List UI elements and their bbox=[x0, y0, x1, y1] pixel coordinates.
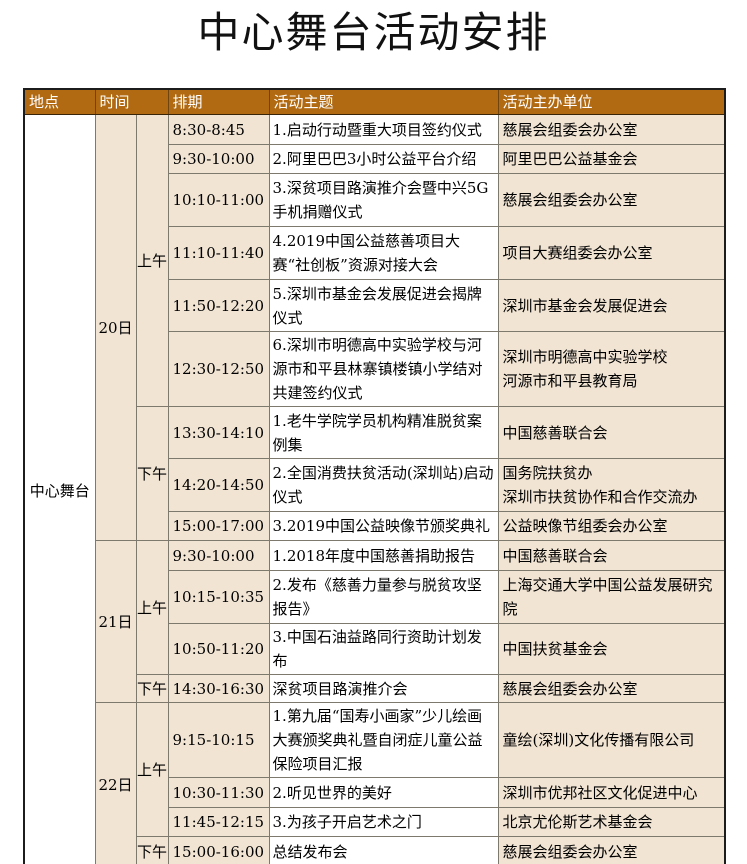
period-cell-20-am: 上午 bbox=[135, 114, 169, 407]
schedule-row: 21日 上午 9:30-10:00 1.2018年度中国慈善捐助报告 中国慈善联… bbox=[24, 540, 726, 703]
date-cell-22: 22日 bbox=[94, 702, 137, 864]
time-cell: 10:15-10:35 bbox=[167, 570, 270, 624]
theme-cell: 1.第九届“国寿小画家”少儿绘画大赛颁奖典礼暨自闭症儿童公益保险项目汇报 bbox=[268, 702, 499, 778]
organizer-cell: 中国扶贫基金会 bbox=[497, 623, 726, 675]
schedule-row: 10:15-10:35 2.发布《慈善力量参与脱贫攻坚报告》 上海交通大学中国公… bbox=[24, 570, 726, 624]
page-title: 中心舞台活动安排 bbox=[197, 8, 550, 57]
organizer-cell: 深圳市优邦社区文化促进中心 bbox=[497, 777, 726, 808]
time-cell: 11:50-12:20 bbox=[167, 279, 270, 332]
organizer-cell: 上海交通大学中国公益发展研究院 bbox=[497, 570, 726, 624]
time-cell: 10:50-11:20 bbox=[167, 623, 270, 675]
theme-cell: 3.为孩子开启艺术之门 bbox=[268, 807, 499, 837]
theme-cell: 2.发布《慈善力量参与脱贫攻坚报告》 bbox=[268, 570, 499, 624]
schedule-row: 12:30-12:50 6.深圳市明德高中实验学校与河源市和平县林寨镇楼镇小学结… bbox=[24, 331, 726, 407]
period-cell-21-am: 上午 bbox=[135, 540, 169, 675]
theme-cell: 1.启动行动暨重大项目签约仪式 bbox=[268, 114, 499, 145]
time-cell: 11:45-12:15 bbox=[167, 807, 270, 837]
time-cell: 9:30-10:00 bbox=[167, 144, 270, 174]
date-cell-21: 21日 bbox=[94, 540, 137, 703]
organizer-cell: 国务院扶贫办 深圳市扶贫协作和合作交流办 bbox=[497, 458, 726, 512]
location-cell: 中心舞台 bbox=[23, 114, 96, 864]
theme-cell: 1.2018年度中国慈善捐助报告 bbox=[268, 540, 499, 571]
organizer-cell: 阿里巴巴公益基金会 bbox=[497, 144, 726, 174]
time-cell: 15:00-16:00 bbox=[167, 836, 270, 864]
period-cell-22-am: 上午 bbox=[135, 702, 169, 837]
theme-cell: 1.老牛学院学员机构精准脱贫案例集 bbox=[268, 406, 499, 459]
organizer-cell: 中国慈善联合会 bbox=[497, 406, 726, 459]
time-cell: 11:10-11:40 bbox=[167, 226, 270, 280]
theme-cell: 6.深圳市明德高中实验学校与河源市和平县林寨镇楼镇小学结对共建签约仪式 bbox=[268, 331, 499, 407]
schedule-row: 11:45-12:15 3.为孩子开启艺术之门 北京尤伦斯艺术基金会 bbox=[24, 807, 726, 837]
schedule-row: 中心舞台 20日 上午 8:30-8:45 1.启动行动暨重大项目签约仪式 慈展… bbox=[23, 114, 726, 864]
organizer-cell: 公益映像节组委会办公室 bbox=[497, 511, 726, 541]
time-cell: 14:30-16:30 bbox=[167, 674, 270, 703]
schedule-row: 11:10-11:40 4.2019中国公益慈善项目大赛“社创板”资源对接大会 … bbox=[24, 226, 726, 280]
schedule-row: 10:50-11:20 3.中国石油益路同行资助计划发布 中国扶贫基金会 bbox=[24, 623, 726, 675]
schedule-row: 14:20-14:50 2.全国消费扶贫活动(深圳站)启动仪式 国务院扶贫办 深… bbox=[24, 458, 726, 512]
time-cell: 8:30-8:45 bbox=[167, 114, 270, 145]
schedule-row: 9:30-10:00 2.阿里巴巴3小时公益平台介绍 阿里巴巴公益基金会 bbox=[24, 144, 726, 174]
organizer-cell: 深圳市明德高中实验学校 河源市和平县教育局 bbox=[497, 331, 726, 407]
header-schedule: 排期 bbox=[167, 88, 270, 115]
organizer-cell: 童绘(深圳)文化传播有限公司 bbox=[497, 702, 726, 778]
organizer-cell: 项目大赛组委会办公室 bbox=[497, 226, 726, 280]
theme-cell: 3.深贫项目路演推介会暨中兴5G手机捐赠仪式 bbox=[268, 173, 499, 227]
time-cell: 10:10-11:00 bbox=[167, 173, 270, 227]
header-row: 地点 时间 排期 活动主题 活动主办单位 bbox=[23, 88, 726, 115]
time-cell: 14:20-14:50 bbox=[167, 458, 270, 512]
schedule-row: 下午 14:30-16:30 深贫项目路演推介会 慈展会组委会办公室 bbox=[24, 674, 726, 703]
header-time: 时间 bbox=[94, 88, 169, 115]
schedule-row: 10:30-11:30 2.听见世界的美好 深圳市优邦社区文化促进中心 bbox=[24, 777, 726, 808]
theme-cell: 2.阿里巴巴3小时公益平台介绍 bbox=[268, 144, 499, 174]
organizer-cell: 慈展会组委会办公室 bbox=[497, 836, 726, 864]
time-cell: 9:30-10:00 bbox=[167, 540, 270, 571]
header-theme: 活动主题 bbox=[268, 88, 499, 115]
theme-cell: 3.2019中国公益映像节颁奖典礼 bbox=[268, 511, 499, 541]
period-cell-21-pm: 下午 bbox=[135, 674, 169, 703]
theme-cell: 深贫项目路演推介会 bbox=[268, 674, 499, 703]
theme-cell: 2.听见世界的美好 bbox=[268, 777, 499, 808]
theme-cell: 3.中国石油益路同行资助计划发布 bbox=[268, 623, 499, 675]
schedule-row: 下午 15:00-16:00 总结发布会 慈展会组委会办公室 bbox=[24, 836, 726, 864]
organizer-cell: 慈展会组委会办公室 bbox=[497, 674, 726, 703]
time-cell: 10:30-11:30 bbox=[167, 777, 270, 808]
schedule-table: 地点 时间 排期 活动主题 活动主办单位 中心舞台 20日 上午 8:30-8:… bbox=[23, 88, 727, 864]
schedule-row: 15:00-17:00 3.2019中国公益映像节颁奖典礼 公益映像节组委会办公… bbox=[24, 511, 726, 541]
header-organizer: 活动主办单位 bbox=[497, 88, 726, 115]
schedule-row: 11:50-12:20 5.深圳市基金会发展促进会揭牌仪式 深圳市基金会发展促进… bbox=[24, 279, 726, 332]
date-cell-20: 20日 bbox=[94, 114, 137, 541]
time-cell: 9:15-10:15 bbox=[167, 702, 270, 778]
time-cell: 13:30-14:10 bbox=[167, 406, 270, 459]
schedule-row: 22日 上午 9:15-10:15 1.第九届“国寿小画家”少儿绘画大赛颁奖典礼… bbox=[24, 702, 726, 864]
theme-cell: 4.2019中国公益慈善项目大赛“社创板”资源对接大会 bbox=[268, 226, 499, 280]
time-cell: 12:30-12:50 bbox=[167, 331, 270, 407]
period-cell-20-pm: 下午 bbox=[135, 406, 169, 541]
time-cell: 15:00-17:00 bbox=[167, 511, 270, 541]
organizer-cell: 深圳市基金会发展促进会 bbox=[497, 279, 726, 332]
organizer-cell: 北京尤伦斯艺术基金会 bbox=[497, 807, 726, 837]
organizer-cell: 慈展会组委会办公室 bbox=[497, 173, 726, 227]
period-cell-22-pm: 下午 bbox=[135, 836, 169, 864]
theme-cell: 总结发布会 bbox=[268, 836, 499, 864]
theme-cell: 2.全国消费扶贫活动(深圳站)启动仪式 bbox=[268, 458, 499, 512]
header-location: 地点 bbox=[23, 88, 96, 115]
organizer-cell: 慈展会组委会办公室 bbox=[497, 114, 726, 145]
theme-cell: 5.深圳市基金会发展促进会揭牌仪式 bbox=[268, 279, 499, 332]
organizer-cell: 中国慈善联合会 bbox=[497, 540, 726, 571]
